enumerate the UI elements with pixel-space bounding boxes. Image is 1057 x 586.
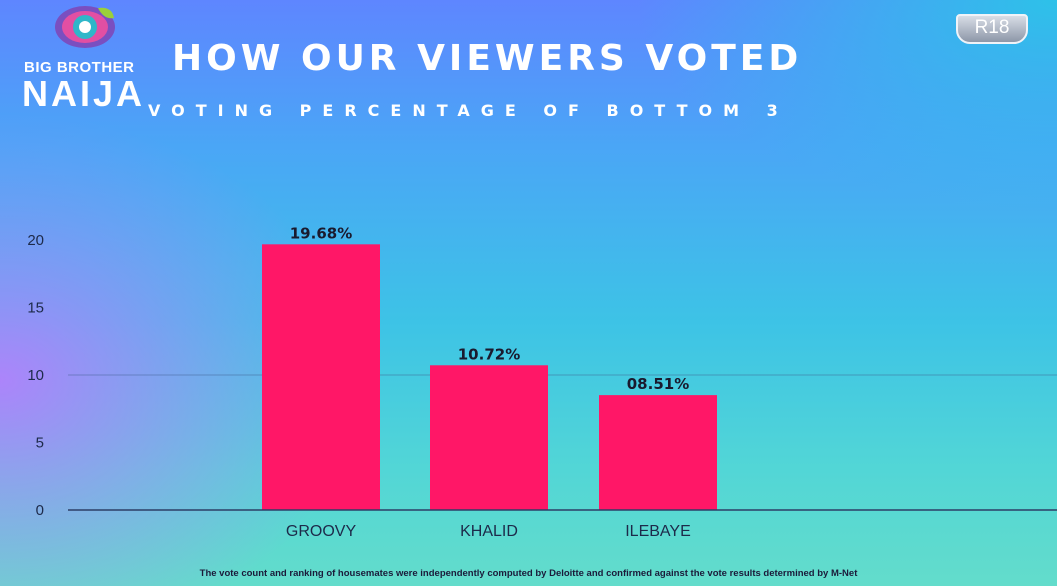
data-label: 19.68% — [290, 224, 352, 242]
logo-text-bottom: NAIJA — [22, 73, 146, 114]
bar — [599, 395, 717, 510]
eye-icon — [55, 6, 115, 48]
x-tick-label: GROOVY — [286, 523, 357, 540]
page-title: HOW OUR VIEWERS VOTED — [172, 38, 803, 79]
y-tick-label: 0 — [36, 502, 44, 519]
y-tick-label: 20 — [27, 232, 44, 249]
y-tick-label: 10 — [27, 367, 44, 384]
rating-badge-label: R18 — [974, 17, 1010, 38]
page-subtitle: VOTING PERCENTAGE OF BOTTOM 3 — [148, 101, 789, 120]
x-tick-label: ILEBAYE — [625, 523, 691, 540]
bar — [430, 365, 548, 510]
y-tick-label: 15 — [27, 300, 44, 317]
rating-badge: R18 — [956, 14, 1028, 44]
data-label: 10.72% — [458, 345, 520, 363]
logo-text-top: BIG BROTHER — [24, 59, 135, 76]
y-tick-label: 5 — [36, 435, 44, 452]
bar — [262, 244, 380, 510]
bbnaija-logo: BIG BROTHER NAIJA — [22, 2, 152, 114]
data-label: 08.51% — [627, 375, 689, 393]
x-tick-label: KHALID — [460, 523, 518, 540]
footnote: The vote count and ranking of housemates… — [199, 568, 858, 579]
